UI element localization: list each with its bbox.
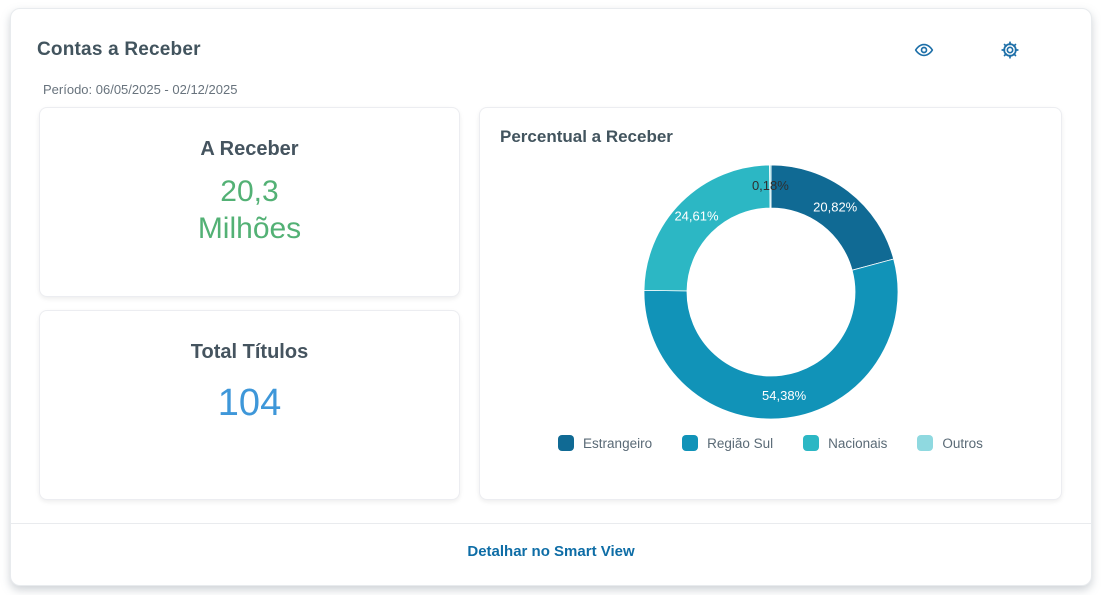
- legend-swatch: [558, 435, 575, 451]
- legend-label: Outros: [942, 435, 983, 451]
- kpi-card-a-receber: A Receber 20,3 Milhões: [39, 107, 460, 297]
- settings-button[interactable]: [993, 33, 1027, 67]
- donut-label-região-sul: 54,38%: [762, 388, 807, 403]
- legend-item-nacionais[interactable]: Nacionais: [803, 435, 887, 451]
- legend-label: Região Sul: [707, 435, 774, 451]
- header-actions: [907, 33, 1027, 67]
- legend-item-região-sul[interactable]: Região Sul: [682, 435, 773, 451]
- donut-slice-região-sul[interactable]: [643, 258, 898, 420]
- contas-a-receber-widget: Contas a Receber: [10, 8, 1092, 586]
- legend-label: Nacionais: [828, 435, 888, 451]
- kpi-card-total-titulos: Total Títulos 104: [39, 310, 460, 500]
- kpi-value-line2: Milhões: [197, 212, 302, 245]
- view-button[interactable]: [907, 33, 941, 67]
- gear-icon: [1000, 40, 1020, 60]
- kpi-column: A Receber 20,3 Milhões Total Títulos 104: [39, 107, 460, 500]
- kpi-value-a-receber: 20,3 Milhões: [198, 173, 301, 247]
- chart-card: Percentual a Receber 20,82% 54,38% 24,61% 0…: [479, 107, 1062, 500]
- kpi-title-a-receber: A Receber: [200, 138, 299, 160]
- widget-header: Contas a Receber: [11, 9, 1091, 67]
- legend-item-estrangeiro[interactable]: Estrangeiro: [558, 435, 652, 451]
- chart-title: Percentual a Receber: [500, 127, 673, 146]
- legend-label: Estrangeiro: [583, 435, 653, 451]
- donut-chart: 20,82% 54,38% 24,61% 0,18%: [642, 163, 900, 426]
- legend-item-outros[interactable]: Outros: [917, 435, 983, 451]
- widget-footer: Detalhar no Smart View: [11, 523, 1091, 585]
- chart-legend: Estrangeiro Região Sul Nacionais Outros: [558, 435, 983, 451]
- widget-title: Contas a Receber: [37, 39, 201, 60]
- legend-swatch: [917, 435, 934, 451]
- kpi-value-line1: 20,3: [220, 175, 279, 208]
- kpi-value-total-titulos: 104: [217, 382, 282, 424]
- legend-swatch: [682, 435, 699, 451]
- content-row: A Receber 20,3 Milhões Total Títulos 104…: [11, 97, 1091, 500]
- donut-label-outros: 0,18%: [751, 178, 788, 193]
- donut-label-estrangeiro: 20,82%: [813, 200, 858, 215]
- smart-view-link[interactable]: Detalhar no Smart View: [467, 543, 635, 560]
- donut-slice-estrangeiro[interactable]: [770, 164, 894, 271]
- legend-swatch: [803, 435, 820, 451]
- period-label: Período: 06/05/2025 - 02/12/2025: [43, 82, 238, 97]
- donut-label-nacionais: 24,61%: [674, 209, 719, 224]
- eye-icon: [914, 40, 934, 60]
- donut-slice-outros[interactable]: [768, 164, 771, 209]
- kpi-title-total-titulos: Total Títulos: [190, 341, 309, 363]
